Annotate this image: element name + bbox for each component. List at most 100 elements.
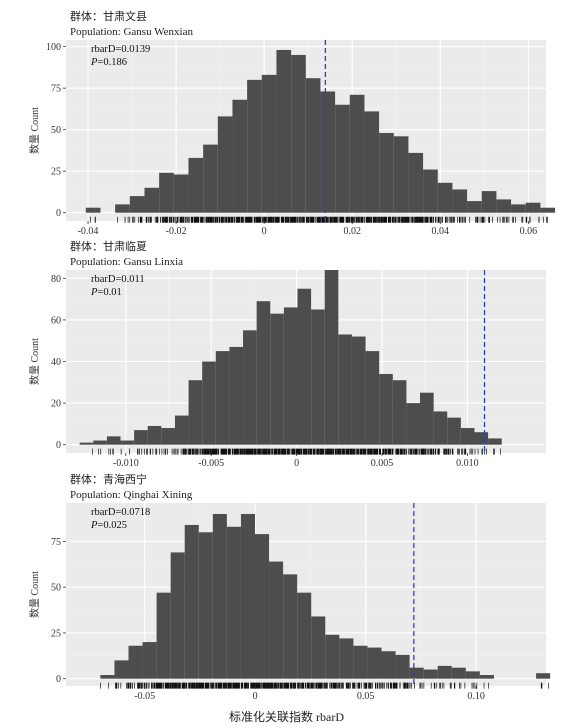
histogram-bar: [488, 438, 502, 445]
histogram-bar: [291, 54, 306, 213]
x-tick-label: 0.05: [357, 691, 375, 702]
histogram-bar: [188, 380, 203, 445]
histogram-bar: [393, 136, 409, 213]
stat-annotation: rbarD=0.0718: [91, 507, 150, 518]
histogram-bar: [349, 94, 365, 213]
histogram-bar: [232, 99, 248, 213]
histogram-bar: [202, 361, 216, 445]
histogram-bar: [496, 199, 512, 213]
histogram-bar: [540, 207, 556, 213]
histogram-bar: [409, 667, 424, 679]
histogram-bar: [311, 616, 326, 679]
panel-2-title-cn: 群体：甘肃临夏: [70, 241, 147, 253]
histogram-bar: [170, 552, 185, 679]
x-tick-label: 0: [253, 691, 258, 702]
p-value-annotation: P=0.01: [90, 287, 122, 298]
histogram-bar: [379, 132, 394, 213]
panel-3-title-en: Population: Qinghai Xining: [70, 489, 193, 501]
y-tick-label: 100: [46, 42, 61, 53]
histogram-bar: [351, 336, 366, 445]
stat-annotation: rbarD=0.011: [91, 274, 145, 285]
histogram-bar: [423, 669, 438, 679]
x-tick-label: 0.02: [343, 226, 361, 237]
y-tick-label: 40: [51, 357, 61, 368]
x-tick-label: 0.06: [520, 226, 538, 237]
y-tick-label: 0: [56, 208, 61, 219]
panel-1-title-cn: 群体：甘肃文县: [70, 11, 147, 23]
y-tick-label: 25: [51, 628, 61, 639]
x-tick-label: -0.04: [78, 226, 99, 237]
histogram-bar: [142, 642, 157, 679]
histogram-bar: [437, 182, 453, 213]
histogram-bar: [198, 532, 213, 679]
histogram-bar: [423, 169, 438, 213]
histogram-bar: [406, 403, 421, 445]
x-tick-label: -0.05: [134, 691, 155, 702]
x-tick-label: 0.010: [456, 458, 479, 469]
y-tick-label: 50: [51, 583, 61, 594]
histogram-bar: [447, 417, 461, 445]
histogram-bar: [85, 207, 101, 213]
histogram-bar: [525, 202, 541, 213]
rug-marks: [92, 448, 501, 455]
x-tick-label: -0.010: [113, 458, 139, 469]
histogram-bar: [392, 380, 407, 445]
histogram-bar: [106, 436, 121, 445]
x-tick-label: -0.005: [198, 458, 224, 469]
histogram-bar: [437, 665, 452, 679]
histogram-bar: [452, 189, 468, 213]
histogram-bar: [100, 675, 115, 679]
histogram-bar: [276, 49, 292, 213]
histogram-bar: [79, 442, 94, 445]
histogram-bar: [261, 74, 277, 213]
histogram-bar: [134, 430, 148, 445]
histogram-bar: [283, 574, 298, 679]
histogram-bar: [320, 91, 336, 213]
histogram-bar: [270, 313, 284, 445]
histogram-bar: [364, 111, 380, 213]
histogram-bar: [339, 638, 354, 679]
stat-annotation: rbarD=0.0139: [91, 44, 150, 55]
histogram-bar: [161, 428, 175, 445]
histogram-bar: [174, 415, 189, 445]
histogram-bar: [408, 152, 424, 213]
histogram-bar: [433, 411, 448, 445]
histogram-bar: [269, 561, 284, 679]
histogram-bar: [147, 425, 162, 445]
histogram-bar: [379, 373, 393, 445]
histogram-bar: [256, 301, 271, 445]
x-tick-label: 0.04: [432, 226, 450, 237]
x-tick-label: 0: [262, 226, 267, 237]
histogram-bar: [311, 309, 325, 445]
histogram-bar: [365, 351, 380, 445]
histogram-bar: [420, 392, 434, 445]
histogram-bar: [297, 288, 312, 445]
histogram-bar: [335, 104, 350, 213]
histogram-bar: [128, 645, 143, 679]
histogram-bar: [305, 78, 321, 213]
histogram-bar: [226, 526, 241, 679]
x-tick-label: -0.02: [166, 226, 187, 237]
y-tick-label: 25: [51, 167, 61, 178]
histogram-bar: [511, 204, 526, 213]
histogram-bar: [184, 524, 199, 679]
histogram-bar: [120, 440, 135, 445]
chart-panel-3: 0 25 50 75 -0.05 0 0.05 0.10 数量 Count rbarD=0.071…: [28, 503, 551, 702]
panel-3-title-cn: 群体：青海西宁: [70, 474, 147, 486]
chart-panel-1: 0 25 50 75 100 -0.04 -0.02 0 0.02 0.04 0.06 数量 Coun…: [28, 40, 556, 237]
histogram-bar: [115, 204, 130, 213]
histogram-bar: [479, 675, 494, 679]
y-tick-label: 80: [51, 274, 61, 285]
y-tick-label: 20: [51, 399, 61, 410]
histogram-bar: [243, 330, 257, 445]
histogram-bar: [465, 671, 480, 679]
histogram-bar: [159, 172, 174, 213]
histogram-bar: [215, 351, 230, 445]
y-tick-label: 0: [56, 674, 61, 685]
histogram-bar: [325, 634, 340, 679]
histogram-bar: [395, 654, 410, 679]
histogram-bar: [467, 201, 482, 213]
x-tick-label: 0: [294, 458, 299, 469]
x-tick-label: 0.005: [371, 458, 394, 469]
